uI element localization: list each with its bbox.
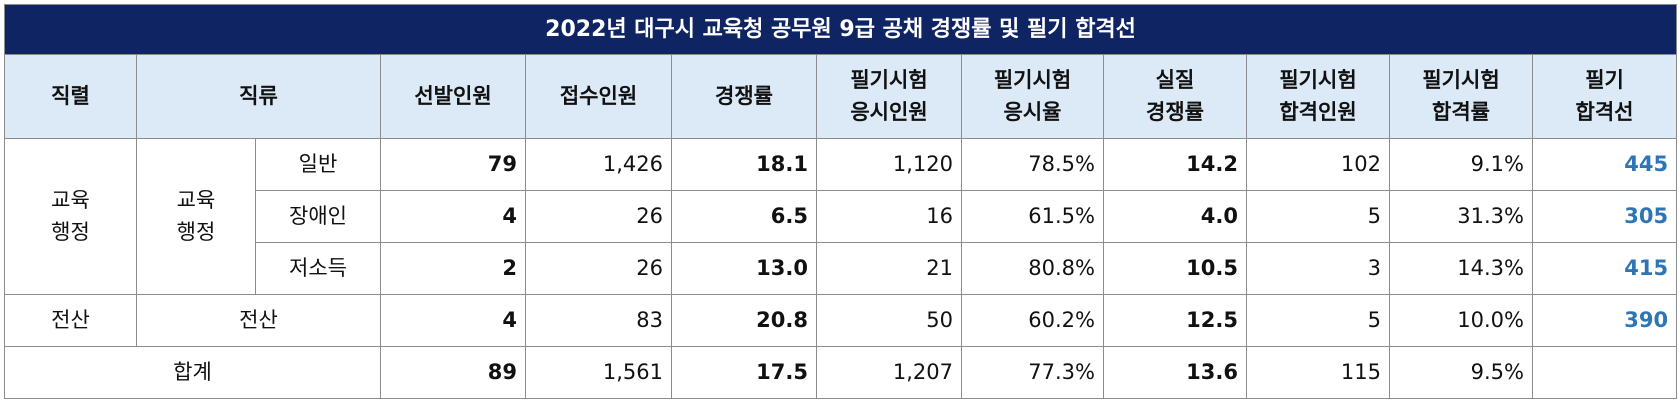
cell: 13.0 [671,242,817,295]
cell: 102 [1246,138,1390,191]
cell: 교육 행정 [136,138,256,295]
cell: 14.3% [1389,242,1533,295]
cell: 16 [816,190,962,243]
cell: 6.5 [671,190,817,243]
cell: 1,120 [816,138,962,191]
cell: 1,207 [816,346,962,399]
cell: 78.5% [961,138,1104,191]
cell: 5 [1246,294,1390,347]
header-cell: 직렬 [4,54,137,139]
cell: 26 [525,242,672,295]
cell: 445 [1531,138,1678,191]
header-cell: 필기시험 응시율 [961,54,1104,139]
header-cell: 직류 [136,54,381,139]
cell [1531,346,1678,399]
header-cell: 실질 경쟁률 [1103,54,1247,139]
cell: 115 [1246,346,1390,399]
cell: 저소득 [255,242,381,295]
header-cell: 필기시험 합격률 [1389,54,1533,139]
header-cell: 경쟁률 [671,54,817,139]
cell: 21 [816,242,962,295]
cell: 10.5 [1103,242,1247,295]
cell: 5 [1246,190,1390,243]
cell: 4 [380,190,526,243]
cell: 390 [1531,294,1678,347]
header-cell: 필기시험 합격인원 [1246,54,1390,139]
cell: 4 [380,294,526,347]
cell: 1,561 [525,346,672,399]
cell: 415 [1531,242,1678,295]
cell: 61.5% [961,190,1104,243]
cell: 12.5 [1103,294,1247,347]
cell: 2 [380,242,526,295]
cell: 장애인 [255,190,381,243]
cell: 60.2% [961,294,1104,347]
cell: 전산 [4,294,137,347]
cell: 18.1 [671,138,817,191]
cell: 79 [380,138,526,191]
cell: 83 [525,294,672,347]
cell: 합계 [4,346,381,399]
cell: 305 [1531,190,1678,243]
cell: 1,426 [525,138,672,191]
cell: 50 [816,294,962,347]
cell: 31.3% [1389,190,1533,243]
cell: 14.2 [1103,138,1247,191]
cell: 17.5 [671,346,817,399]
cell: 9.1% [1389,138,1533,191]
table: 2022년 대구시 교육청 공무원 9급 공채 경쟁률 및 필기 합격선 직렬 … [3,4,1678,399]
header-cell: 필기 합격선 [1531,54,1678,139]
cell: 4.0 [1103,190,1247,243]
cell: 일반 [255,138,381,191]
cell: 77.3% [961,346,1104,399]
cell: 13.6 [1103,346,1247,399]
cell: 80.8% [961,242,1104,295]
cell: 전산 [136,294,381,347]
cell: 20.8 [671,294,817,347]
cell: 9.5% [1389,346,1533,399]
cell: 89 [380,346,526,399]
header-cell: 선발인원 [380,54,526,139]
title: 2022년 대구시 교육청 공무원 9급 공채 경쟁률 및 필기 합격선 [3,4,1678,55]
cell: 교육 행정 [4,138,137,295]
header-cell: 접수인원 [525,54,672,139]
cell: 26 [525,190,672,243]
cell: 10.0% [1389,294,1533,347]
header-cell: 필기시험 응시인원 [816,54,962,139]
cell: 3 [1246,242,1390,295]
